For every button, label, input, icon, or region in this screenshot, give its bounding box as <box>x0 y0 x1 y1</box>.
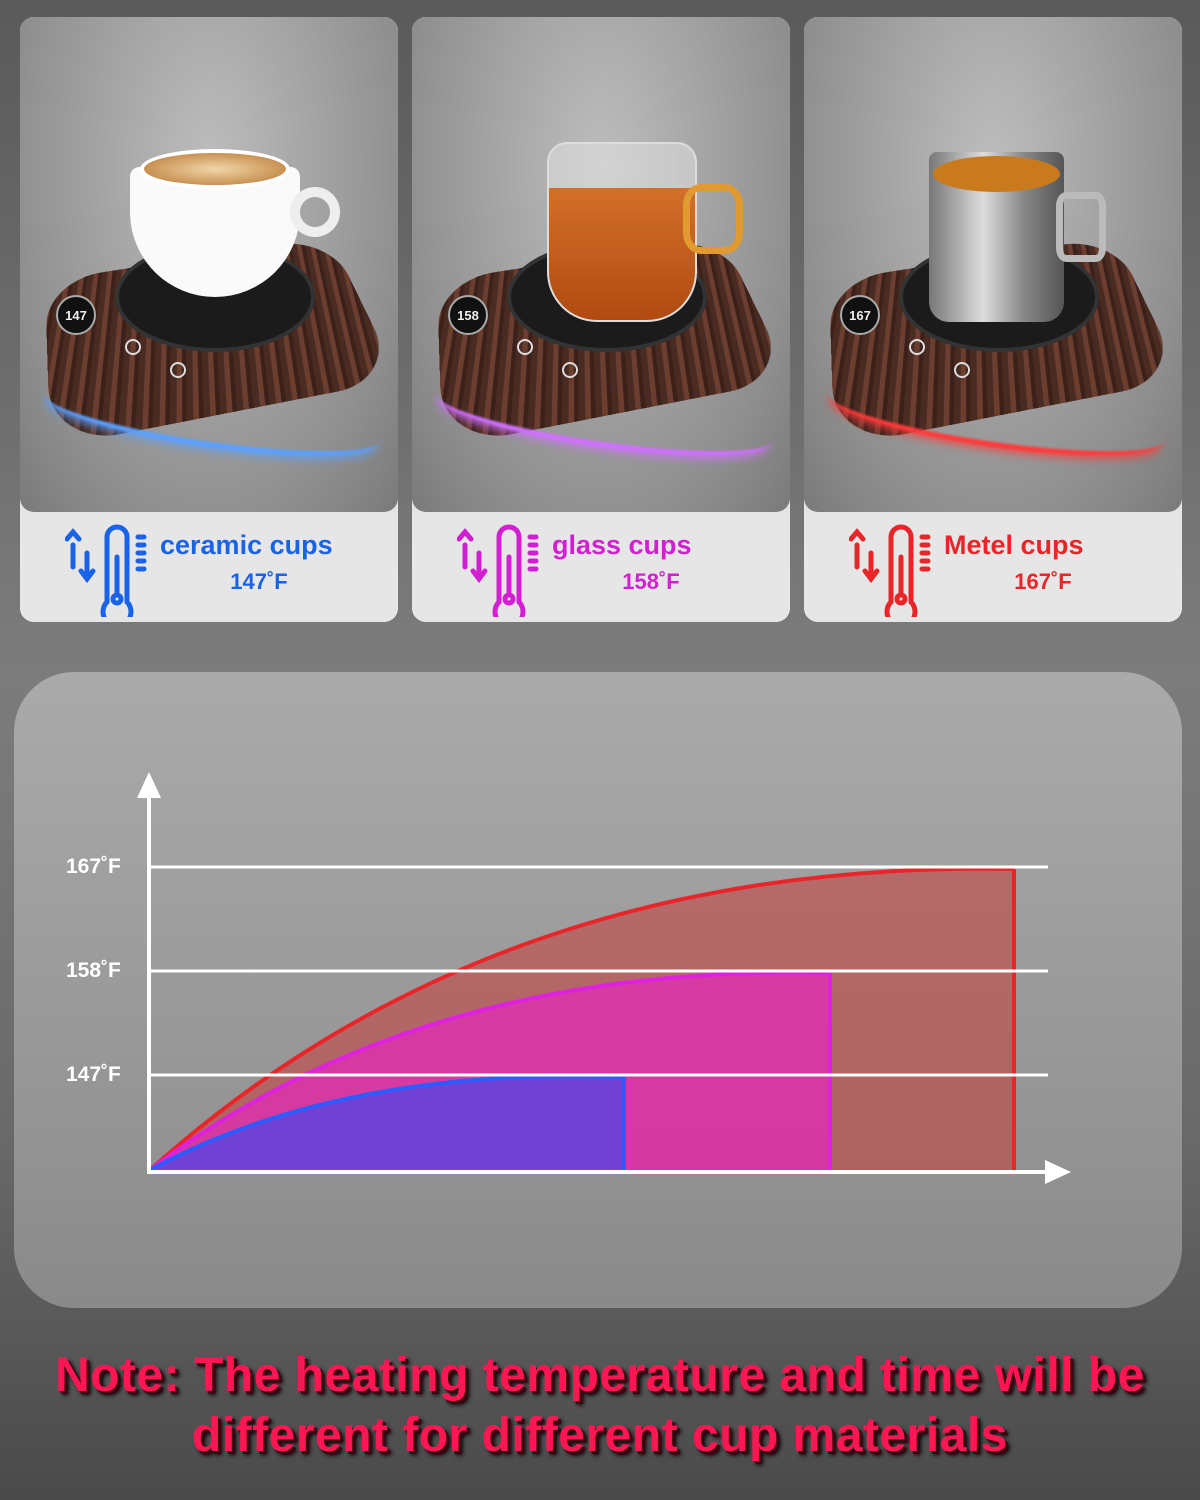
note-text: Note: The heating temperature and time w… <box>0 1346 1200 1466</box>
y-axis-arrow <box>137 772 161 798</box>
note-line-2: different for different cup materials <box>0 1406 1200 1466</box>
note-line-1: Note: The heating temperature and time w… <box>0 1346 1200 1406</box>
x-axis-arrow <box>1045 1160 1071 1184</box>
y-tick-label: 147˚F <box>66 1063 121 1087</box>
y-tick-label: 158˚F <box>66 959 121 983</box>
y-tick-label: 167˚F <box>66 855 121 879</box>
